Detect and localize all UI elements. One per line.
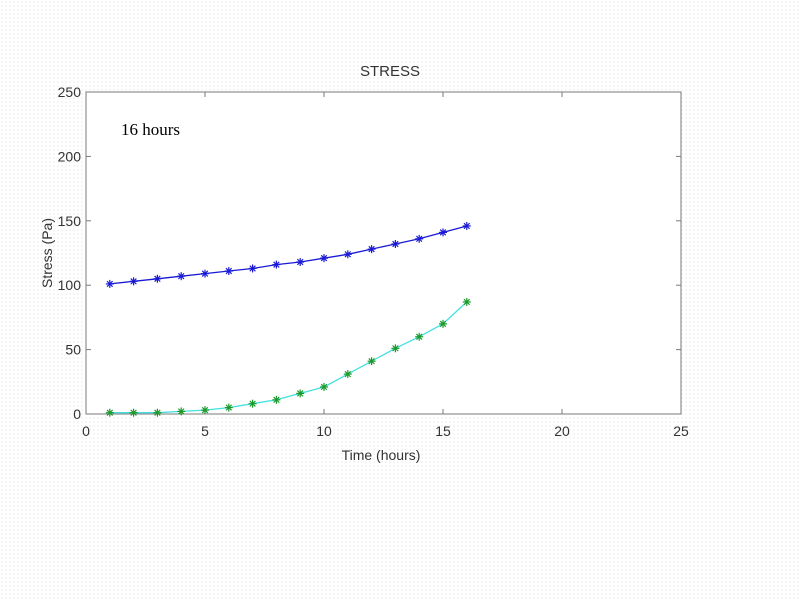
series-2-point — [415, 332, 424, 341]
series-1-point — [367, 245, 376, 254]
series-2-point — [439, 319, 447, 328]
y-tick-label: 150 — [58, 213, 82, 229]
series-1-point — [320, 254, 328, 263]
series-1-point — [129, 277, 138, 286]
series-1-point — [177, 272, 186, 281]
series-2-point — [343, 370, 352, 379]
x-tick-label: 15 — [435, 423, 451, 439]
y-tick-label: 100 — [58, 277, 82, 293]
series-2-point — [296, 389, 305, 398]
series-2-point — [272, 395, 281, 404]
plot-area — [85, 91, 682, 415]
x-tick-label: 10 — [316, 423, 332, 439]
series-1-point — [415, 234, 424, 243]
series-2-point — [105, 408, 114, 417]
series-1-point — [248, 264, 257, 273]
y-tick-label: 50 — [65, 342, 81, 358]
x-tick-label: 5 — [201, 423, 209, 439]
series-2-point — [129, 408, 138, 417]
x-tick-label: 0 — [82, 423, 90, 439]
series-2-point — [248, 399, 257, 408]
y-axis-title: Stress (Pa) — [39, 218, 55, 288]
series-1-point — [105, 279, 114, 288]
series-2-point — [391, 344, 400, 353]
x-tick-label: 20 — [554, 423, 570, 439]
chart-title: STRESS — [360, 63, 420, 80]
series-2-point — [367, 357, 376, 366]
series-1-point — [439, 228, 447, 237]
series-1-point — [201, 269, 209, 278]
y-tick-label: 0 — [73, 406, 81, 422]
series-2-point — [201, 406, 209, 415]
series-2-point — [177, 407, 186, 416]
x-tick-label: 25 — [673, 423, 689, 439]
series-1-line — [109, 225, 467, 285]
series-1-point — [296, 258, 305, 267]
series-1-point — [462, 221, 471, 230]
series-2-point — [224, 403, 233, 412]
series-2-point — [462, 297, 471, 306]
series-2-point — [153, 408, 162, 417]
y-tick-label: 250 — [58, 84, 82, 100]
time-annotation: 16 hours — [121, 120, 180, 139]
series-1-point — [272, 260, 281, 269]
y-tick-label: 200 — [58, 148, 82, 164]
series-1-point — [224, 267, 233, 276]
series-2-line — [109, 301, 468, 414]
series-1-point — [343, 250, 352, 259]
series-2-point — [320, 382, 328, 391]
series-1-point — [391, 239, 400, 248]
series-1-point — [153, 274, 162, 283]
x-axis-title: Time (hours) — [342, 447, 421, 463]
